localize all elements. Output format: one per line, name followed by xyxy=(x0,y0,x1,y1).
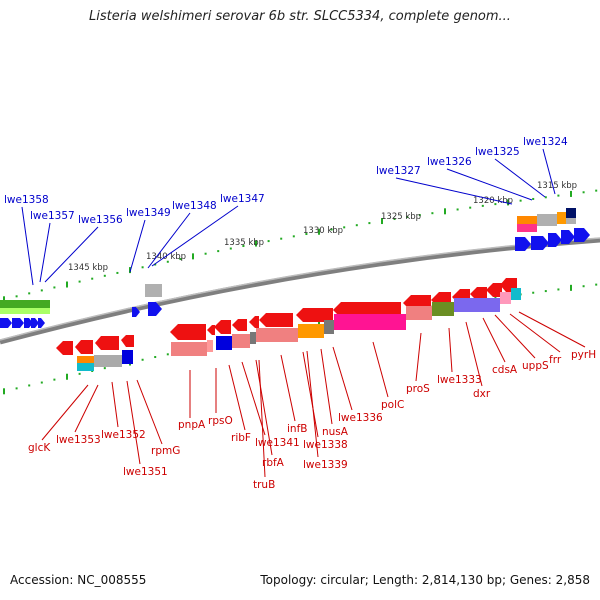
gene-label-pyrH: pyrH xyxy=(571,349,596,361)
gene-label-lwe1349: lwe1349 xyxy=(126,207,171,219)
gene-label-lwe1339: lwe1339 xyxy=(303,459,348,471)
accession-text: Accession: NC_008555 xyxy=(10,573,147,587)
gene-label-lwe1327: lwe1327 xyxy=(376,165,421,177)
reverse-strand-genes xyxy=(56,278,521,371)
gene-label-glcK: glcK xyxy=(28,442,51,454)
gene-label-ribF: ribF xyxy=(231,432,251,444)
gene-label-nusA: nusA xyxy=(322,426,349,438)
scale-label: 1340 kbp xyxy=(146,252,186,262)
gene-label-lwe1351: lwe1351 xyxy=(123,466,168,478)
scale-label: 1330 kbp xyxy=(303,226,343,236)
gene-label-lwe1333: lwe1333 xyxy=(437,374,482,386)
gene-label-lwe1341: lwe1341 xyxy=(255,437,300,449)
scale-label: 1325 kbp xyxy=(381,212,421,222)
map-title: Listeria welshimeri serovar 6b str. SLCC… xyxy=(89,9,511,24)
gene-label-lwe1352: lwe1352 xyxy=(101,429,146,441)
gene-callout-lines xyxy=(21,148,586,478)
gene-label-rpmG: rpmG xyxy=(151,445,180,457)
gene-label-cdsA: cdsA xyxy=(492,364,518,376)
scale-label: 1345 kbp xyxy=(68,263,108,273)
scale-labels: 1315 kbp 1320 kbp 1325 kbp 1330 kbp 1335 kbp… xyxy=(68,181,577,273)
gene-label-dxr: dxr xyxy=(473,388,491,400)
forward-strand-genes xyxy=(0,208,590,328)
gene-label-frr: frr xyxy=(549,354,562,366)
gene-label-lwe1357: lwe1357 xyxy=(30,210,75,222)
gene-label-lwe1324: lwe1324 xyxy=(523,136,568,148)
scale-label: 1335 kbp xyxy=(224,238,264,248)
gene-label-proS: proS xyxy=(406,383,430,395)
gene-label-pnpA: pnpA xyxy=(178,419,206,431)
gene-label-lwe1326: lwe1326 xyxy=(427,156,472,168)
scale-label: 1315 kbp xyxy=(537,181,577,191)
gene-label-lwe1353: lwe1353 xyxy=(56,434,101,446)
gene-label-polC: polC xyxy=(381,399,404,411)
gene-label-infB: infB xyxy=(287,423,307,435)
gene-label-truB: truB xyxy=(253,479,275,491)
gene-label-lwe1356: lwe1356 xyxy=(78,214,123,226)
scale-label: 1320 kbp xyxy=(473,196,513,206)
gene-label-lwe1347: lwe1347 xyxy=(220,193,265,205)
gene-label-lwe1348: lwe1348 xyxy=(172,200,217,212)
gene-label-uppS: uppS xyxy=(522,360,549,372)
gene-label-lwe1336: lwe1336 xyxy=(338,412,383,424)
gene-label-rbfA: rbfA xyxy=(262,457,285,469)
gene-label-lwe1358: lwe1358 xyxy=(4,194,49,206)
topology-text: Topology: circular; Length: 2,814,130 bp… xyxy=(260,573,590,587)
gene-label-rpsO: rpsO xyxy=(208,415,233,427)
gene-label-lwe1325: lwe1325 xyxy=(475,146,520,158)
gene-label-lwe1338: lwe1338 xyxy=(303,439,348,451)
